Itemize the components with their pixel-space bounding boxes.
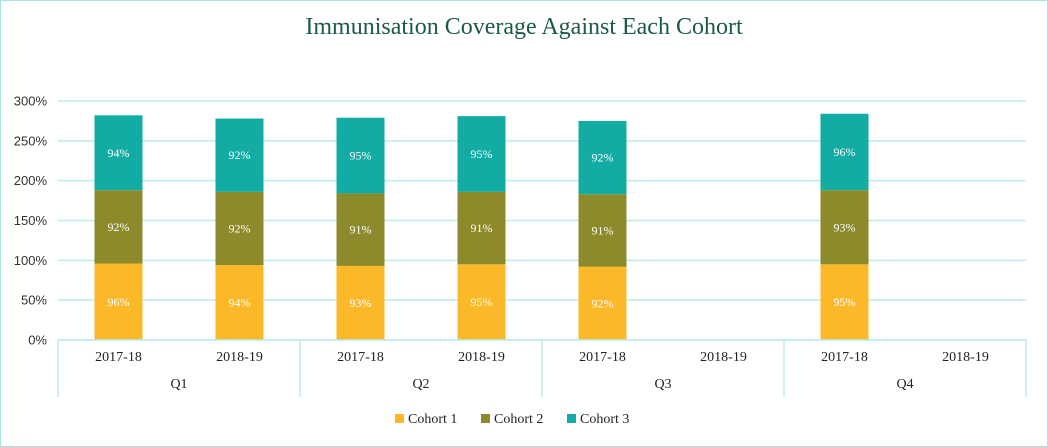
bar-segment-cohort-2 <box>94 190 143 264</box>
data-label: 93% <box>350 296 372 310</box>
bar-segment-cohort-3 <box>336 117 385 194</box>
bar-segment-cohort-1 <box>336 265 385 340</box>
x-tick-label: 2018-19 <box>700 350 747 365</box>
data-label: 95% <box>350 149 372 163</box>
legend-swatch-cohort-1 <box>395 414 404 423</box>
bar-segment-cohort-2 <box>578 194 627 267</box>
bars: 96% 92% 94% 94% 92% 92% 93% 91% 95% 95% 91% 95% 92% 9… <box>94 113 869 340</box>
data-label: 93% <box>834 220 856 234</box>
y-tick-label: 100% <box>14 253 48 268</box>
x-axis: 2017-18 2018-19 2017-18 2018-19 2017-18 2018-… <box>57 339 1027 397</box>
x-tick-label: 2017-18 <box>821 350 868 365</box>
x-tick-label: 2018-19 <box>942 350 989 365</box>
data-label: 95% <box>834 295 856 309</box>
x-group-label: Q3 <box>654 377 671 392</box>
data-label: 95% <box>471 295 493 309</box>
bar-segment-cohort-1 <box>215 265 264 340</box>
data-label: 92% <box>592 151 614 165</box>
bar-segment-cohort-1 <box>94 263 143 340</box>
bar-segment-cohort-3 <box>215 118 264 192</box>
x-group-label: Q1 <box>170 377 187 392</box>
legend-label: Cohort 1 <box>408 412 457 427</box>
legend-swatch-cohort-2 <box>481 414 490 423</box>
data-label: 92% <box>229 221 251 235</box>
data-label: 95% <box>471 147 493 161</box>
bar-segment-cohort-3 <box>820 113 869 191</box>
y-tick-label: 0% <box>28 333 47 348</box>
data-label: 96% <box>834 145 856 159</box>
data-label: 92% <box>108 220 130 234</box>
bar-segment-cohort-2 <box>336 193 385 266</box>
bar-segment-cohort-3 <box>578 120 627 195</box>
y-tick-label: 200% <box>14 173 48 188</box>
y-tick-label: 250% <box>14 133 48 148</box>
bar-segment-cohort-2 <box>215 191 264 266</box>
legend: Cohort 1 Cohort 2 Cohort 3 <box>395 412 629 427</box>
legend-swatch-cohort-3 <box>567 414 576 423</box>
data-label: 91% <box>350 223 372 237</box>
y-axis: 0% 50% 100% 150% 200% 250% 300% <box>14 94 48 348</box>
y-tick-label: 50% <box>21 293 47 308</box>
y-tick-label: 150% <box>14 213 48 228</box>
data-label: 94% <box>108 146 130 160</box>
x-tick-label: 2017-18 <box>579 350 626 365</box>
legend-label: Cohort 2 <box>494 412 543 427</box>
bar-segment-cohort-2 <box>457 191 506 265</box>
x-group-label: Q2 <box>412 377 429 392</box>
x-group-label: Q4 <box>896 377 913 392</box>
data-label: 94% <box>229 296 251 310</box>
chart-title: Immunisation Coverage Against Each Cohor… <box>305 14 743 40</box>
x-tick-label: 2018-19 <box>458 350 505 365</box>
data-label: 92% <box>229 148 251 162</box>
data-label: 91% <box>592 223 614 237</box>
x-tick-label: 2018-19 <box>216 350 263 365</box>
y-tick-label: 300% <box>14 94 48 109</box>
bar-segment-cohort-3 <box>94 115 143 191</box>
bar-segment-cohort-1 <box>457 264 506 340</box>
gridlines <box>58 100 1026 341</box>
x-tick-label: 2017-18 <box>95 350 142 365</box>
x-tick-label: 2017-18 <box>337 350 384 365</box>
data-label: 96% <box>108 295 130 309</box>
data-label: 92% <box>592 296 614 310</box>
legend-label: Cohort 3 <box>580 412 629 427</box>
bar-segment-cohort-2 <box>820 190 869 265</box>
data-label: 91% <box>471 221 493 235</box>
bar-segment-cohort-1 <box>820 264 869 340</box>
bar-segment-cohort-1 <box>578 266 627 340</box>
bar-segment-cohort-3 <box>457 116 506 192</box>
